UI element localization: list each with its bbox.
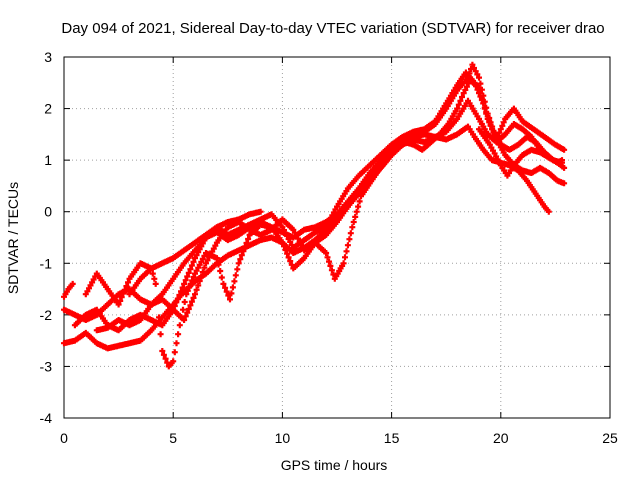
y-axis-label: SDTVAR / TECUs — [5, 182, 21, 294]
x-axis-label: GPS time / hours — [281, 457, 388, 473]
series-marks — [71, 69, 565, 334]
series-arc-a — [61, 280, 76, 300]
y-tick-label: -4 — [40, 410, 53, 426]
series-marks — [476, 126, 565, 179]
series-marks — [126, 208, 264, 298]
x-tick-label: 0 — [60, 430, 68, 446]
y-tick-label: 3 — [44, 49, 52, 65]
series-arc-f — [93, 97, 568, 334]
y-tick-label: 0 — [44, 204, 52, 220]
x-tick-label: 5 — [169, 430, 177, 446]
y-tick-label: 2 — [44, 101, 52, 117]
grid-lines — [64, 57, 610, 418]
series-layer — [61, 61, 568, 370]
series-arc-d — [71, 69, 565, 334]
x-tick-label: 10 — [275, 430, 291, 446]
chart-title: Day 094 of 2021, Sidereal Day-to-day VTE… — [61, 20, 604, 37]
axis-ticks — [63, 56, 611, 419]
series-marks — [93, 97, 568, 334]
y-tick-label: -2 — [40, 307, 53, 323]
series-arc-h — [476, 126, 565, 179]
y-tick-label: 1 — [44, 152, 52, 168]
series-marks — [61, 280, 76, 300]
y-tick-label: -1 — [40, 255, 53, 271]
series-arc-g — [126, 208, 264, 298]
x-tick-label: 15 — [384, 430, 400, 446]
plot-frame — [63, 56, 611, 419]
y-tick-labels: -4 -3 -2 -1 0 1 2 3 — [40, 49, 53, 426]
x-tick-label: 20 — [493, 430, 509, 446]
y-tick-label: -3 — [40, 358, 53, 374]
x-tick-labels: 0 5 10 15 20 25 — [60, 430, 618, 446]
x-tick-label: 25 — [602, 430, 618, 446]
